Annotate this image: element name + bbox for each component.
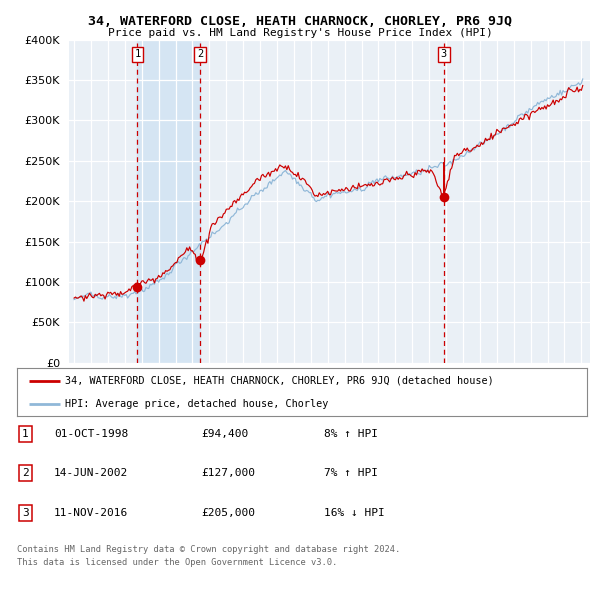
Text: 2: 2 [197,49,203,59]
Text: 3: 3 [441,49,447,59]
Text: £127,000: £127,000 [201,468,255,478]
Text: 3: 3 [22,508,29,517]
Text: 1: 1 [22,429,29,438]
Text: 01-OCT-1998: 01-OCT-1998 [54,429,128,438]
Text: 16% ↓ HPI: 16% ↓ HPI [324,508,385,517]
Bar [137,40,200,363]
Text: 11-NOV-2016: 11-NOV-2016 [54,508,128,517]
Text: 1: 1 [134,49,140,59]
Text: 2: 2 [22,468,29,478]
Text: Price paid vs. HM Land Registry's House Price Index (HPI): Price paid vs. HM Land Registry's House … [107,28,493,38]
Text: HPI: Average price, detached house, Chorley: HPI: Average price, detached house, Chor… [65,399,329,409]
Text: £94,400: £94,400 [201,429,248,438]
Text: 14-JUN-2002: 14-JUN-2002 [54,468,128,478]
Text: 34, WATERFORD CLOSE, HEATH CHARNOCK, CHORLEY, PR6 9JQ (detached house): 34, WATERFORD CLOSE, HEATH CHARNOCK, CHO… [65,376,494,386]
Text: 8% ↑ HPI: 8% ↑ HPI [324,429,378,438]
Text: 7% ↑ HPI: 7% ↑ HPI [324,468,378,478]
Text: This data is licensed under the Open Government Licence v3.0.: This data is licensed under the Open Gov… [17,558,337,566]
Text: Contains HM Land Registry data © Crown copyright and database right 2024.: Contains HM Land Registry data © Crown c… [17,545,400,554]
Text: £205,000: £205,000 [201,508,255,517]
Text: 34, WATERFORD CLOSE, HEATH CHARNOCK, CHORLEY, PR6 9JQ: 34, WATERFORD CLOSE, HEATH CHARNOCK, CHO… [88,15,512,28]
